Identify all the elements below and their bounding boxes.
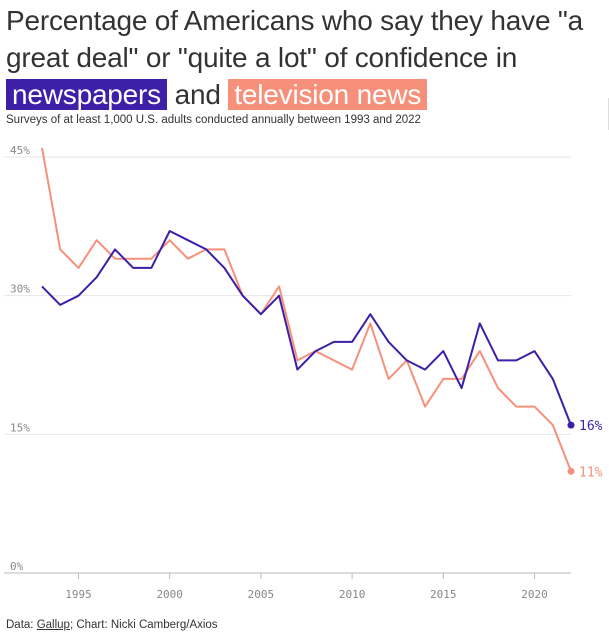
chart-footer: Data: Gallup; Chart: Nicki Camberg/Axios: [6, 619, 218, 631]
y-tick-label: 15%: [10, 421, 30, 434]
end-label-television-news: 11%: [579, 465, 603, 480]
y-tick-label: 0%: [10, 560, 24, 573]
x-tick-label: 2000: [156, 588, 183, 601]
x-tick-label: 2015: [430, 588, 457, 601]
series-line-newspapers: [41, 230, 572, 426]
x-tick-label: 2010: [339, 588, 366, 601]
footer-suffix: ; Chart: Nicki Camberg/Axios: [69, 619, 218, 631]
end-label-newspapers: 16%: [579, 419, 603, 434]
title-highlight-television: television news: [228, 79, 428, 110]
end-point-television-news: [567, 467, 575, 475]
title-text-and: and: [174, 79, 221, 110]
x-tick-label: 1995: [65, 588, 92, 601]
source-link[interactable]: Gallup: [36, 619, 70, 631]
y-tick-label: 45%: [10, 144, 30, 157]
chart-title: Percentage of Americans who say they hav…: [6, 2, 606, 113]
chart-subtitle: Surveys of at least 1,000 U.S. adults co…: [6, 114, 421, 126]
title-text: Percentage of Americans who say they hav…: [6, 5, 584, 73]
title-highlight-newspapers: newspapers: [6, 79, 167, 110]
end-point-newspapers: [567, 421, 575, 429]
series-line-television-news: [41, 147, 572, 472]
footer-prefix: Data:: [6, 619, 37, 631]
x-tick-label: 2005: [248, 588, 275, 601]
x-tick-label: 2020: [521, 588, 548, 601]
y-tick-label: 30%: [10, 283, 30, 296]
